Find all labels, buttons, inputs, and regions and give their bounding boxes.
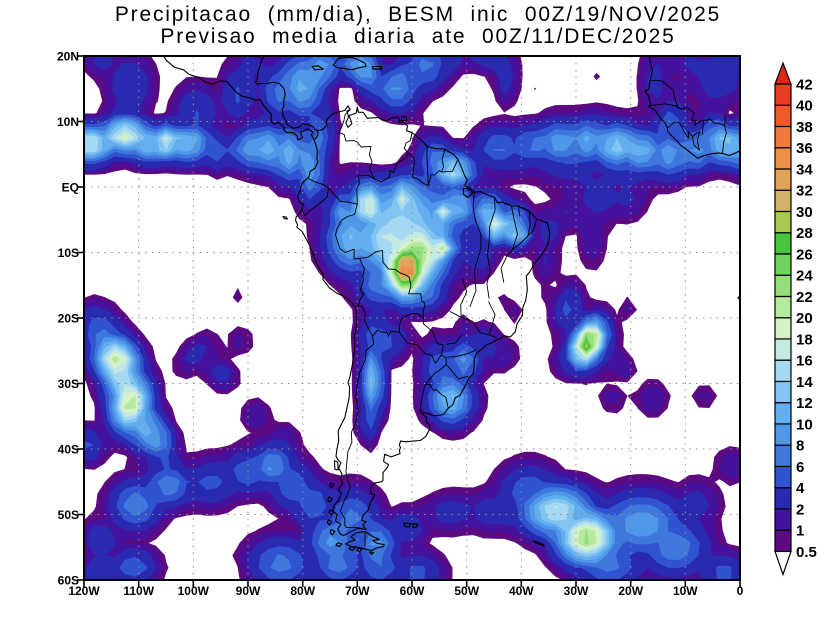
svg-text:120W: 120W <box>68 584 100 598</box>
svg-text:0.5: 0.5 <box>796 544 817 561</box>
svg-text:32: 32 <box>796 183 813 200</box>
svg-text:4: 4 <box>796 480 805 497</box>
svg-text:18: 18 <box>796 331 813 348</box>
svg-text:12: 12 <box>796 395 813 412</box>
svg-text:20W: 20W <box>618 584 643 598</box>
svg-text:28: 28 <box>796 225 813 242</box>
svg-text:60W: 60W <box>400 584 425 598</box>
svg-text:Precipitacao (mm/dia), BESM in: Precipitacao (mm/dia), BESM inic 00Z/19/… <box>115 3 721 26</box>
svg-text:20N: 20N <box>57 50 79 64</box>
svg-text:50W: 50W <box>454 584 479 598</box>
svg-text:40S: 40S <box>58 443 79 457</box>
svg-text:Previsao media diaria ate 00Z/: Previsao media diaria ate 00Z/11/DEC/202… <box>160 25 675 48</box>
svg-text:EQ: EQ <box>62 181 79 195</box>
svg-text:22: 22 <box>796 289 813 306</box>
svg-text:6: 6 <box>796 459 804 476</box>
svg-text:90W: 90W <box>236 584 261 598</box>
svg-text:10: 10 <box>796 416 813 433</box>
svg-text:110W: 110W <box>123 584 154 598</box>
svg-text:60S: 60S <box>58 574 79 588</box>
svg-text:50S: 50S <box>58 508 79 522</box>
svg-text:34: 34 <box>796 162 813 179</box>
svg-text:40: 40 <box>796 98 813 115</box>
svg-text:26: 26 <box>796 247 813 264</box>
svg-text:14: 14 <box>796 374 813 391</box>
svg-text:36: 36 <box>796 140 813 157</box>
svg-text:30: 30 <box>796 204 813 221</box>
svg-text:38: 38 <box>796 119 813 136</box>
svg-text:30S: 30S <box>58 377 79 391</box>
svg-text:10S: 10S <box>58 246 79 260</box>
svg-text:10W: 10W <box>673 584 698 598</box>
svg-text:80W: 80W <box>290 584 315 598</box>
svg-text:42: 42 <box>796 77 813 94</box>
svg-text:70W: 70W <box>345 584 370 598</box>
svg-text:0: 0 <box>737 584 744 598</box>
svg-text:100W: 100W <box>178 584 210 598</box>
svg-text:2: 2 <box>796 501 804 518</box>
svg-text:8: 8 <box>796 438 804 455</box>
svg-text:24: 24 <box>796 268 813 285</box>
svg-text:10N: 10N <box>57 115 79 129</box>
svg-text:1: 1 <box>796 523 804 540</box>
svg-text:40W: 40W <box>509 584 534 598</box>
svg-text:30W: 30W <box>564 584 589 598</box>
svg-text:16: 16 <box>796 353 813 370</box>
svg-text:20S: 20S <box>58 312 79 326</box>
svg-text:20: 20 <box>796 310 813 327</box>
